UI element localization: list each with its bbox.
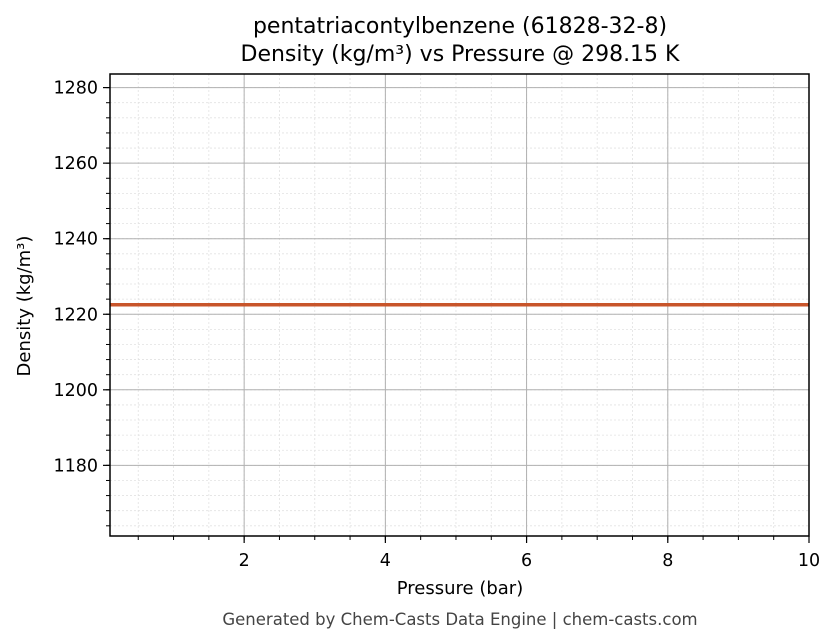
x-tick-label: 2	[239, 551, 250, 571]
plot-frame	[109, 73, 810, 537]
x-tick-label: 4	[380, 551, 391, 571]
x-tick-label: 10	[798, 551, 820, 571]
y-axis-label: Density (kg/m³)	[14, 236, 35, 377]
chart-title: pentatriacontylbenzene (61828-32-8)	[253, 14, 667, 39]
y-tick-label: 1220	[53, 305, 98, 325]
x-tick-label: 8	[662, 551, 673, 571]
x-tick-label: 6	[521, 551, 532, 571]
y-tick-label: 1200	[53, 381, 98, 401]
x-axis-ticks: 2 4 6 8 10	[137, 536, 820, 571]
y-tick-label: 1240	[53, 230, 98, 250]
chart-subtitle: Density (kg/m³) vs Pressure @ 298.15 K	[241, 42, 681, 67]
x-axis-label: Pressure (bar)	[397, 578, 523, 599]
y-tick-label: 1260	[53, 154, 98, 174]
y-tick-label: 1180	[53, 456, 98, 476]
y-axis-ticks: 1180 1200 1220 1240 1260 1280	[53, 79, 110, 527]
y-tick-label: 1280	[53, 79, 98, 99]
footer-credit: Generated by Chem-Casts Data Engine | ch…	[222, 610, 697, 629]
